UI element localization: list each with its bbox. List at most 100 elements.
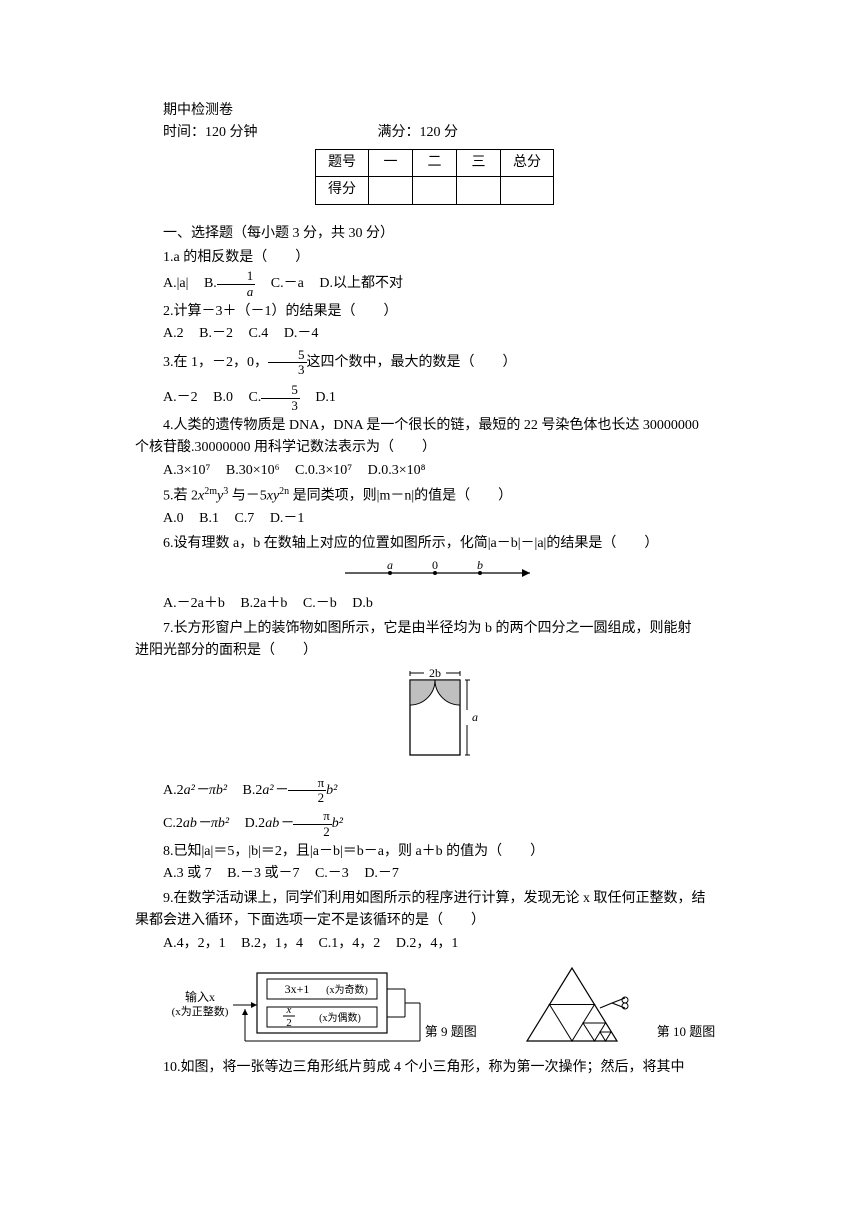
q5-A: A.0 [163, 511, 184, 526]
q5-pre: 5.若 2 [163, 489, 198, 504]
q3-B: B.0 [213, 390, 233, 405]
q1-B: B.1a [204, 276, 255, 291]
svg-text:(x为偶数): (x为偶数) [319, 1011, 361, 1024]
q4-D: D.0.3×10⁸ [368, 463, 426, 478]
q8-A: A.3 或 7 [163, 866, 212, 881]
q7-C: C.2ab－πb² [163, 816, 229, 831]
q9-B: B.2，1，4 [241, 936, 303, 951]
q4-B: B.30×10⁶ [226, 463, 280, 478]
expr: a²－ [262, 783, 287, 798]
svg-text:3x+1: 3x+1 [284, 982, 309, 996]
expr: a²－π [184, 783, 216, 798]
window-icon: 2b a [380, 668, 500, 763]
q2-B: B.－2 [199, 326, 233, 341]
q8-C: C.－3 [315, 866, 349, 881]
q9-options: A.4，2，1 B.2，1，4 C.1，4，2 D.2，4，1 [135, 933, 745, 955]
cell [501, 177, 554, 204]
svg-text:a: a [472, 710, 478, 724]
q6-A: A.－2a＋b [163, 596, 225, 611]
q5-mid: 与－5 [228, 489, 267, 504]
svg-text:x: x [285, 1004, 291, 1016]
q9-D: D.2，4，1 [396, 936, 459, 951]
q2-D: D.－4 [284, 326, 319, 341]
exam-fullscore: 满分：120 分 [378, 122, 459, 144]
denominator: a [217, 285, 256, 299]
denominator: 2 [293, 825, 332, 839]
cell: 得分 [316, 177, 369, 204]
score-table: 题号 一 二 三 总分 得分 [315, 149, 554, 205]
exp: 2m [204, 486, 217, 497]
question-4-l2: 个核苷酸.30000000 用科学记数法表示为（ ） [135, 437, 745, 459]
question-6: 6.设有理数 a，b 在数轴上对应的位置如图所示，化简|a－b|－|a|的结果是… [135, 533, 745, 555]
denominator: 3 [261, 399, 300, 413]
svg-text:b: b [477, 559, 483, 572]
window-figure: 2b a [135, 668, 745, 771]
numerator: π [293, 809, 332, 824]
exp: 2n [279, 486, 289, 497]
q4-A: A.3×10⁷ [163, 463, 210, 478]
question-7-l2: 进阳光部分的面积是（ ） [135, 640, 745, 662]
numerator: 5 [261, 383, 300, 398]
fraction: 1a [217, 269, 256, 299]
q10-fig-label: 第 10 题图 [657, 1022, 716, 1043]
expr: ab－ [265, 816, 293, 831]
table-row: 得分 [316, 177, 554, 204]
question-5: 5.若 2x2my3 与－5xy2n 是同类项，则|m－n|的值是（ ） [135, 484, 745, 508]
cell: 三 [457, 149, 501, 176]
q7-options-2: C.2ab－πb² D.2ab－π2b² [135, 809, 745, 839]
label: B.2 [243, 783, 263, 798]
expr: b² [332, 816, 343, 831]
q8-D: D.－7 [364, 866, 399, 881]
cell: 二 [413, 149, 457, 176]
q7-options-1: A.2a²－πb² B.2 a²－π 2b² [135, 776, 745, 806]
denominator: 2 [288, 791, 327, 805]
q3-options: A.－2 B.0 C.53 D.1 [135, 383, 745, 413]
q5-post: 是同类项，则|m－n|的值是（ ） [289, 489, 512, 504]
svg-text:输入x: 输入x [185, 989, 215, 1004]
q3-A: A.－2 [163, 390, 198, 405]
expr: b² [326, 783, 337, 798]
question-3: 3.在 1，－2，0，53这四个数中，最大的数是（ ） [135, 348, 745, 378]
svg-text:2b: 2b [429, 668, 441, 680]
q6-C: C.－b [303, 596, 337, 611]
q8-B: B.－3 或－7 [227, 866, 299, 881]
q5-options: A.0 B.1 C.7 D.－1 [135, 508, 745, 530]
q5-D: D.－1 [270, 511, 305, 526]
label: C. [248, 390, 261, 405]
expr: b² [218, 816, 229, 831]
q1-text: 1.a 的相反数是（ ） [163, 250, 309, 265]
q7-A: A.2a²－πb² [163, 783, 227, 798]
table-row: 题号 一 二 三 总分 [316, 149, 554, 176]
numerator: 5 [268, 348, 307, 363]
q1-C: C.－a [271, 276, 304, 291]
q2-C: C.4 [248, 326, 268, 341]
section-1-title: 一、选择题（每小题 3 分，共 30 分） [135, 223, 745, 245]
svg-text:2: 2 [286, 1017, 292, 1029]
q9-fig-label: 第 9 题图 [425, 1022, 477, 1043]
label: B. [204, 276, 217, 291]
question-2: 2.计算－3＋（－1）的结果是（ ） [135, 301, 745, 323]
q6-options: A.－2a＋b B.2a＋b C.－b D.b [135, 593, 745, 615]
q5-C: C.7 [234, 511, 254, 526]
question-7-l1: 7.长方形窗户上的装饰物如图所示，它是由半径均为 b 的两个四分之一圆组成，则能… [135, 618, 745, 640]
q3-D: D.1 [315, 390, 336, 405]
fraction: π2 [293, 809, 332, 839]
number-line-figure: a 0 b [135, 559, 745, 589]
q9-C: C.1，4，2 [318, 936, 380, 951]
label: D.2 [245, 816, 266, 831]
q5-B: B.1 [199, 511, 219, 526]
q9-A: A.4，2，1 [163, 936, 226, 951]
question-9-l1: 9.在数学活动课上，同学们利用如图所示的程序进行计算，发现无论 x 取任何正整数… [135, 888, 745, 910]
q8-options: A.3 或 7 B.－3 或－7 C.－3 D.－7 [135, 863, 745, 885]
svg-text:(x为奇数): (x为奇数) [326, 983, 368, 996]
question-1: 1.a 的相反数是（ ） [135, 247, 745, 269]
numerator: 1 [217, 269, 256, 284]
fraction: 53 [261, 383, 300, 413]
svg-text:a: a [387, 559, 393, 572]
q1-options: A.|a| B.1a C.－a D.以上都不对 [135, 269, 745, 299]
exam-title: 期中检测卷 [135, 100, 745, 122]
question-8: 8.已知|a|＝5，|b|＝2，且|a－b|＝b－a，则 a＋b 的值为（ ） [135, 841, 745, 863]
cell: 题号 [316, 149, 369, 176]
q6-D: D.b [352, 596, 373, 611]
flowchart-icon: 输入x (x为正整数) 3x+1 (x为奇数) x 2 (x为偶数) [165, 963, 425, 1043]
